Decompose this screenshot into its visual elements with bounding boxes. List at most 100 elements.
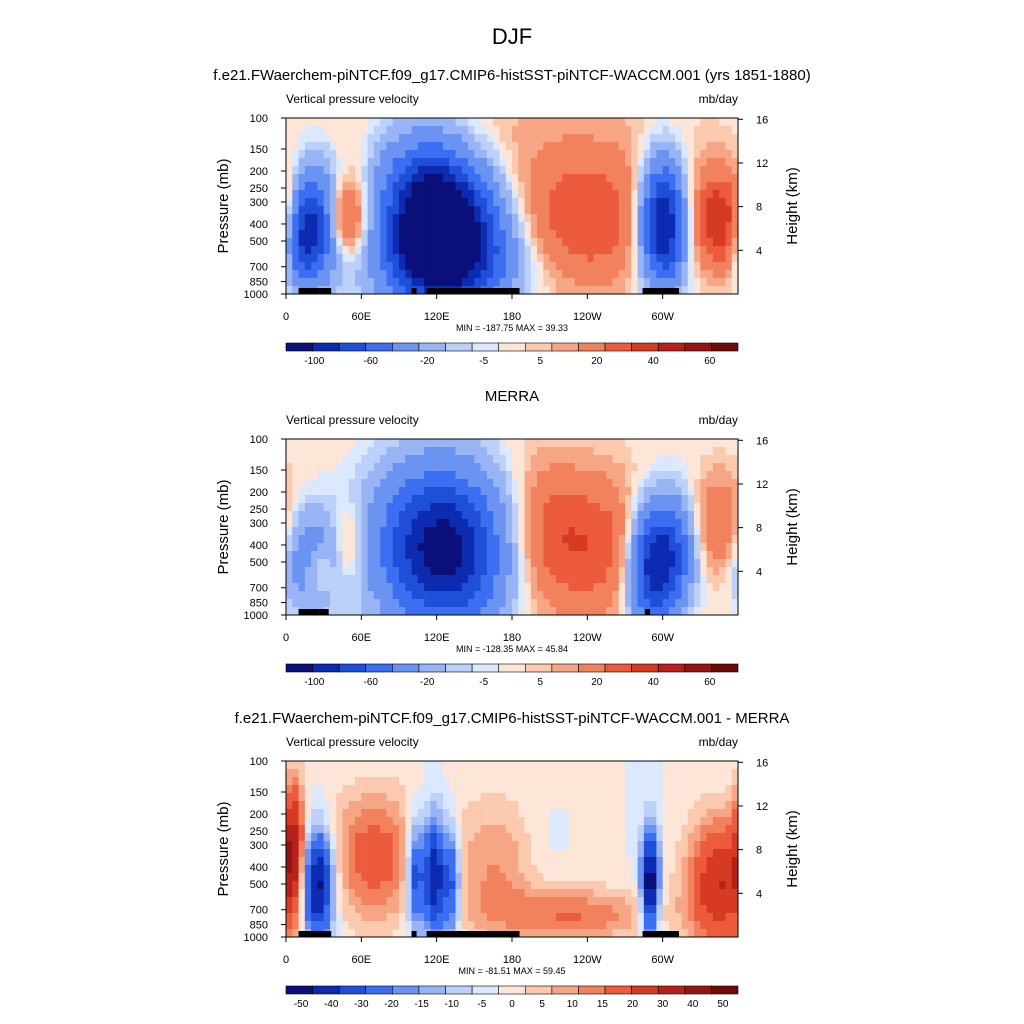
contour-cell: [631, 793, 638, 802]
contour-cell: [599, 543, 607, 552]
contour-cell: [568, 511, 576, 520]
contour-cell: [449, 503, 456, 512]
contour-cell: [625, 286, 632, 295]
contour-cell: [687, 599, 695, 608]
contour-cell: [399, 551, 406, 560]
contour-cell: [442, 150, 450, 159]
contour-cell: [599, 873, 607, 882]
contour-cell: [537, 222, 544, 231]
contour-cell: [530, 793, 538, 802]
contour-cell: [474, 519, 482, 528]
contour-cell: [373, 769, 381, 778]
contour-cell: [568, 495, 576, 504]
contour-cell: [292, 278, 299, 287]
contour-cell: [355, 809, 362, 818]
contour-cell: [442, 777, 450, 786]
contour-cell: [700, 503, 708, 512]
contour-cell: [719, 559, 726, 568]
contour-cell: [298, 833, 306, 842]
contour-cell: [549, 142, 557, 151]
contour-cell: [725, 238, 733, 247]
contour-cell: [574, 479, 582, 488]
contour-cell: [543, 286, 551, 295]
contour-cell: [593, 134, 601, 143]
contour-cell: [562, 551, 569, 560]
contour-cell: [386, 575, 394, 584]
contour-cell: [373, 833, 381, 842]
contour-cell: [662, 817, 670, 826]
contour-cell: [480, 575, 488, 584]
contour-cell: [292, 230, 299, 239]
contour-cell: [668, 559, 676, 568]
contour-cell: [675, 246, 682, 255]
contour-cell: [436, 801, 444, 810]
contour-cell: [581, 849, 588, 858]
contour-cell: [424, 479, 431, 488]
contour-cell: [355, 591, 362, 600]
contour-cell: [530, 270, 538, 279]
contour-cell: [668, 785, 676, 794]
contour-cell: [562, 865, 569, 874]
contour-cell: [323, 543, 331, 552]
contour-cell: [367, 591, 375, 600]
contour-cell: [455, 825, 463, 834]
contour-cell: [650, 190, 657, 199]
contour-cell: [499, 551, 507, 560]
contour-cell: [668, 455, 676, 464]
contour-cell: [643, 921, 651, 930]
contour-cell: [512, 769, 519, 778]
contour-cell: [342, 559, 350, 568]
contour-cell: [455, 873, 463, 882]
contour-cell: [493, 761, 500, 770]
contour-cell: [719, 487, 726, 496]
contour-cell: [449, 270, 456, 279]
contour-cell: [392, 849, 400, 858]
contour-cell: [342, 439, 350, 448]
contour-cell: [436, 543, 444, 552]
contour-cell: [405, 599, 412, 608]
contour-cell: [587, 559, 595, 568]
contour-cell: [348, 487, 356, 496]
contour-cell: [725, 198, 733, 207]
contour-cell: [706, 206, 714, 215]
contour-cell: [687, 150, 695, 159]
contour-cell: [562, 238, 569, 247]
contour-cell: [568, 206, 576, 215]
contour-cell: [719, 182, 726, 191]
contour-cell: [637, 126, 645, 135]
contour-cell: [524, 198, 532, 207]
contour-cell: [656, 439, 664, 448]
contour-cell: [304, 567, 312, 576]
contour-cell: [593, 929, 601, 938]
contour-cell: [329, 455, 337, 464]
contour-cell: [323, 166, 331, 175]
contour-cell: [348, 230, 356, 239]
contour-cell: [606, 599, 613, 608]
contour-cell: [323, 126, 331, 135]
contour-cell: [399, 599, 406, 608]
contour-cell: [731, 503, 739, 512]
contour-cell: [631, 495, 638, 504]
contour-cell: [449, 599, 456, 608]
contour-cell: [411, 118, 419, 127]
contour-cell: [706, 599, 714, 608]
contour-cell: [455, 889, 463, 898]
contour-cell: [430, 599, 438, 608]
contour-cell: [650, 921, 657, 930]
contour-cell: [631, 503, 638, 512]
contour-cell: [480, 511, 488, 520]
contour-cell: [675, 559, 682, 568]
contour-cell: [694, 567, 701, 576]
contour-cell: [311, 471, 318, 480]
contour-cell: [574, 801, 582, 810]
contour-cell: [537, 447, 544, 456]
contour-cell: [361, 182, 369, 191]
contour-cell: [524, 519, 532, 528]
contour-cell: [499, 142, 507, 151]
contour-cell: [329, 174, 337, 183]
colorbar-swatch: [524, 663, 553, 673]
contour-cell: [568, 929, 576, 938]
contour-cell: [675, 889, 682, 898]
contour-cell: [530, 479, 538, 488]
contour-cell: [712, 158, 720, 167]
